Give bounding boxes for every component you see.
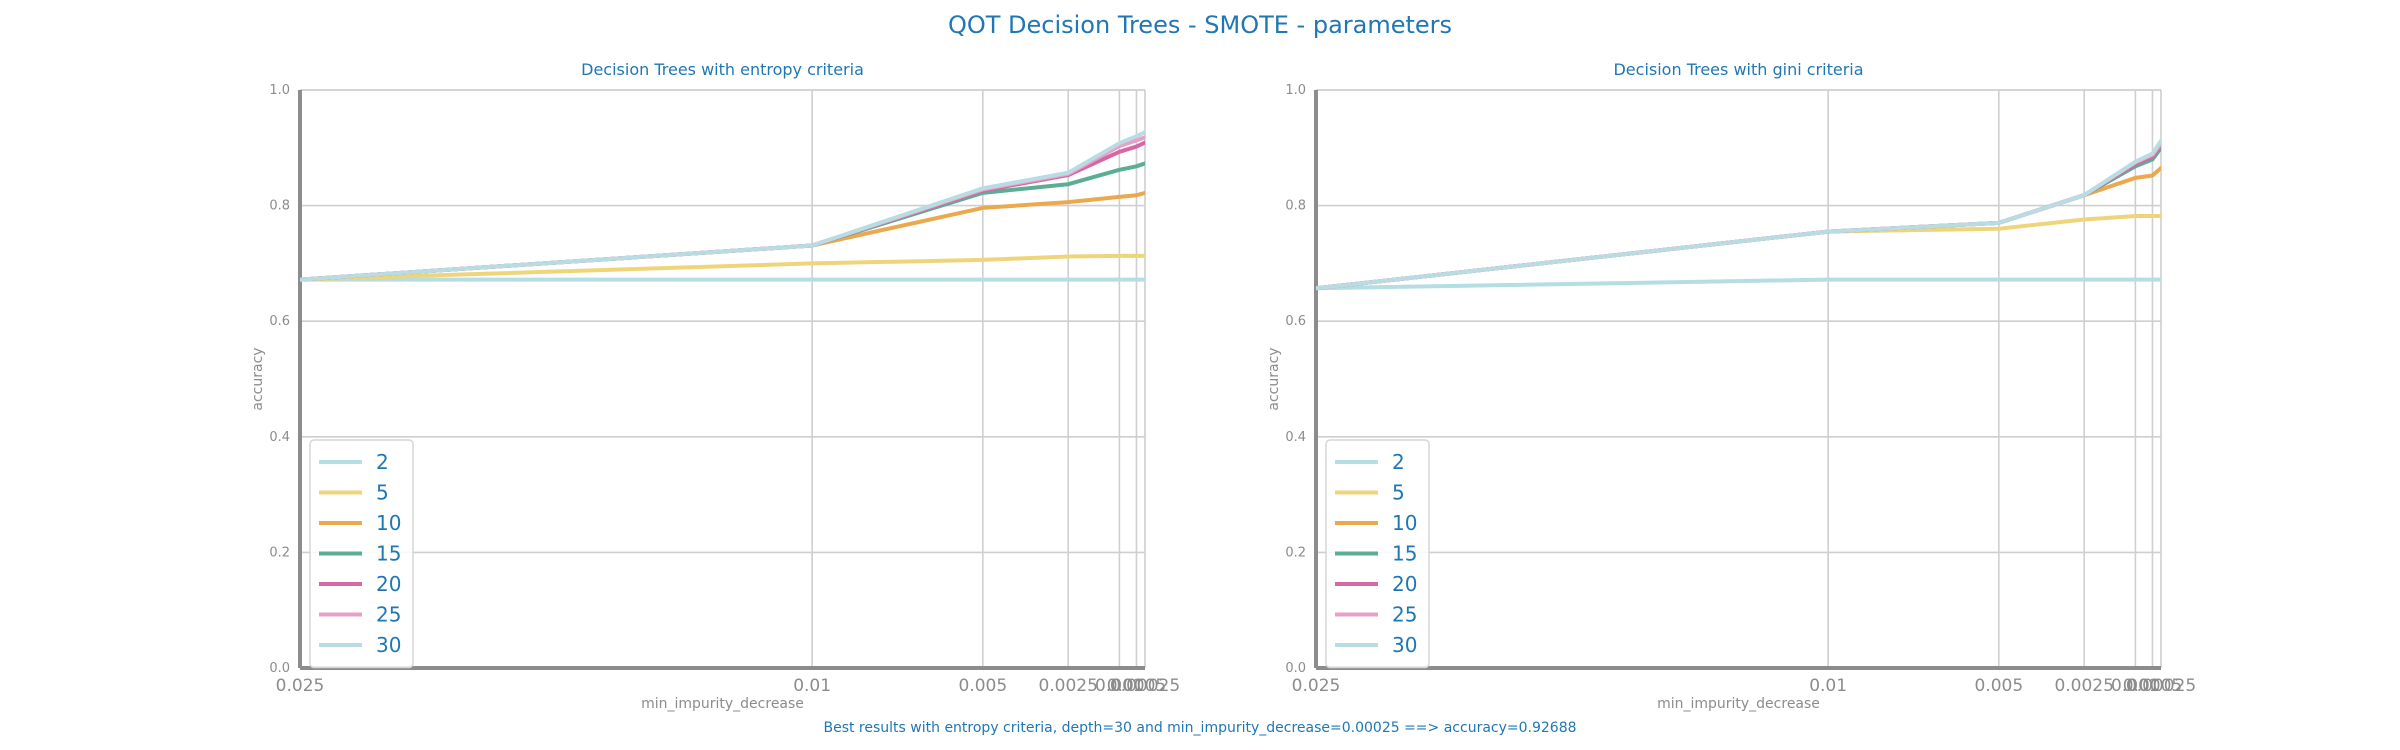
- y-tick-label: 0.4: [1285, 430, 1306, 445]
- y-tick-label: 0.2: [269, 545, 290, 560]
- legend-label: 20: [376, 572, 401, 596]
- y-axis-label: accuracy: [250, 347, 266, 410]
- chart-panel-2: Decision Trees with gini criteria 0.0 0.2 0…: [1266, 60, 2196, 712]
- chart-title: Decision Trees with entropy criteria: [581, 60, 864, 79]
- legend-label: 15: [376, 542, 401, 566]
- series-group: [300, 130, 1145, 282]
- y-tick-label: 0.0: [1285, 661, 1306, 676]
- x-tick-label: 0.001: [2111, 676, 2160, 696]
- legend-label: 5: [1392, 481, 1405, 505]
- x-tick-label: 0.0025: [1038, 676, 1097, 696]
- x-tick-label: 0.025: [276, 676, 325, 696]
- x-tick-label: 0.01: [1809, 676, 1847, 696]
- series-group: [1316, 138, 2161, 291]
- y-tick-label: 0.8: [269, 199, 290, 214]
- y-tick-label: 0.0: [269, 661, 290, 676]
- x-tick-label: 0.005: [958, 676, 1007, 696]
- y-tick-label: 1.0: [1285, 83, 1306, 98]
- series-line-15: [1316, 145, 2161, 291]
- chart-title: Decision Trees with gini criteria: [1613, 60, 1863, 79]
- series-line-25: [1316, 141, 2161, 291]
- figure-title: QOT Decision Trees - SMOTE - parameters: [948, 11, 1452, 39]
- y-tick-label: 0.8: [1285, 199, 1306, 214]
- legend-label: 2: [376, 450, 389, 474]
- y-tick-label: 0.6: [1285, 314, 1306, 329]
- x-tick-label: 0.001: [1095, 676, 1144, 696]
- series-line-2: [1316, 277, 2161, 291]
- series-line-30: [1316, 138, 2161, 291]
- y-axis-label: accuracy: [1266, 347, 1282, 410]
- x-tick-label: 0.01: [793, 676, 831, 696]
- legend-label: 15: [1392, 542, 1417, 566]
- x-tick-label: 0.005: [1974, 676, 2023, 696]
- chart-panel-1: Decision Trees with entropy criteria0.00…: [250, 60, 1180, 712]
- x-tick-label: 0.0005: [1107, 676, 1166, 696]
- legend-label: 30: [376, 633, 401, 657]
- y-tick-label: 1.0: [269, 83, 290, 98]
- legend-label: 5: [376, 481, 389, 505]
- legend-label: 25: [376, 603, 401, 627]
- x-tick-label: 0.0025: [2054, 676, 2113, 696]
- series-line-30: [300, 130, 1145, 282]
- x-tick-label: 0.025: [1292, 676, 1341, 696]
- series-line-20: [1316, 142, 2161, 291]
- legend-label: 25: [1392, 603, 1417, 627]
- legend-label: 2: [1392, 450, 1405, 474]
- series-line-10: [1316, 166, 2161, 291]
- legend-label: 20: [1392, 572, 1417, 596]
- x-tick-label: 0.00025: [2126, 676, 2196, 696]
- x-axis-label: min_impurity_decrease: [641, 696, 804, 712]
- y-tick-label: 0.4: [269, 430, 290, 445]
- x-axis-label: min_impurity_decrease: [1657, 696, 1820, 712]
- y-tick-label: 0.6: [269, 314, 290, 329]
- x-tick-label: 0.00025: [1110, 676, 1180, 696]
- legend-label: 10: [376, 511, 401, 535]
- y-tick-label: 0.2: [1285, 545, 1306, 560]
- series-line-5: [300, 253, 1145, 282]
- legend-label: 30: [1392, 633, 1417, 657]
- legend-label: 10: [1392, 511, 1417, 535]
- figure-caption: Best results with entropy criteria, dept…: [823, 720, 1576, 736]
- x-tick-label: 0.0005: [2123, 676, 2182, 696]
- series-line-5: [1316, 214, 2161, 291]
